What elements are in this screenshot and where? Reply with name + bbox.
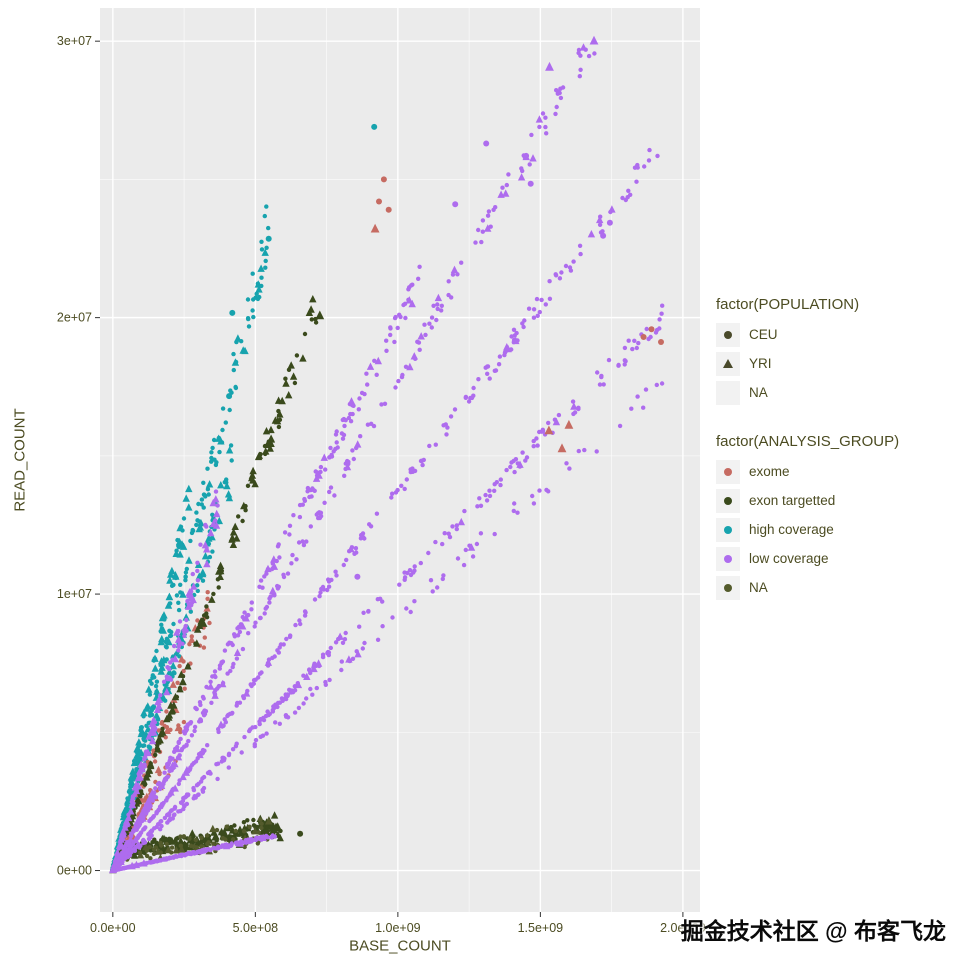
- svg-text:0e+00: 0e+00: [57, 864, 92, 878]
- yri-triangle-icon: [723, 359, 733, 368]
- svg-text:2.0e+09: 2.0e+09: [660, 921, 706, 935]
- svg-text:3e+07: 3e+07: [57, 34, 92, 48]
- legend-item-analysis-na: NA: [716, 573, 972, 602]
- legend-label-population-na: NA: [749, 385, 768, 400]
- svg-text:5.0e+08: 5.0e+08: [233, 921, 279, 935]
- legend-key: [716, 517, 740, 542]
- x-axis-title: BASE_COUNT: [349, 937, 451, 955]
- legend-label-exon-targetted: exon targetted: [749, 493, 836, 508]
- svg-text:1.5e+09: 1.5e+09: [518, 921, 564, 935]
- legend-item-ceu: CEU: [716, 320, 972, 349]
- legend-key: [716, 322, 740, 347]
- legend-label-analysis-na: NA: [749, 580, 768, 595]
- legend-title-analysis-group: factor(ANALYSIS_GROUP): [716, 433, 900, 450]
- legend: factor(POPULATION) CEU YRI NA factor(ANA…: [716, 296, 972, 602]
- watermark: 掘金技术社区 @ 布客飞龙: [680, 918, 946, 944]
- legend-item-high-coverage: high coverage: [716, 515, 972, 544]
- exome-dot-icon: [724, 467, 732, 476]
- svg-text:1e+07: 1e+07: [57, 587, 92, 601]
- legend-item-exome: exome: [716, 457, 972, 486]
- legend-label-ceu: CEU: [749, 327, 778, 342]
- legend-title-population: factor(POPULATION): [716, 296, 860, 313]
- legend-key: [716, 380, 740, 405]
- legend-item-population-na: NA: [716, 378, 972, 407]
- ceu-circle-icon: [724, 330, 732, 339]
- svg-text:0.0e+00: 0.0e+00: [90, 921, 136, 935]
- legend-label-high-coverage: high coverage: [749, 522, 834, 537]
- svg-text:1.0e+09: 1.0e+09: [375, 921, 421, 935]
- legend-item-exon-targetted: exon targetted: [716, 486, 972, 515]
- y-axis-title: READ_COUNT: [11, 408, 29, 512]
- legend-item-low-coverage: low coverage: [716, 544, 972, 573]
- legend-label-exome: exome: [749, 464, 790, 479]
- legend-key: [716, 488, 740, 513]
- legend-label-low-coverage: low coverage: [749, 551, 829, 566]
- legend-key: [716, 575, 740, 600]
- legend-key: [716, 546, 740, 571]
- legend-label-yri: YRI: [749, 356, 772, 371]
- na-dot-icon: [724, 583, 732, 592]
- legend-key: [716, 351, 740, 376]
- low-coverage-dot-icon: [724, 554, 732, 563]
- svg-text:2e+07: 2e+07: [57, 311, 92, 325]
- legend-key: [716, 459, 740, 484]
- legend-item-yri: YRI: [716, 349, 972, 378]
- high-coverage-dot-icon: [724, 525, 732, 534]
- exon-targetted-dot-icon: [724, 496, 732, 505]
